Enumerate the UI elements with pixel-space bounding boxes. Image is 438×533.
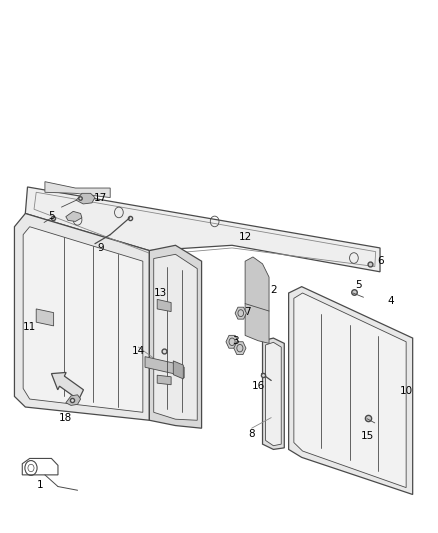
Text: 6: 6: [378, 256, 384, 266]
Polygon shape: [157, 375, 171, 385]
Polygon shape: [25, 187, 380, 272]
Text: 7: 7: [244, 306, 251, 317]
Text: 10: 10: [399, 386, 413, 396]
Polygon shape: [157, 300, 171, 312]
Polygon shape: [154, 254, 197, 420]
Polygon shape: [36, 309, 53, 326]
Text: 9: 9: [97, 243, 104, 253]
Text: 11: 11: [23, 322, 36, 333]
Text: 12: 12: [238, 232, 252, 243]
Text: 17: 17: [94, 192, 107, 203]
Text: 18: 18: [59, 413, 72, 423]
Text: 5: 5: [355, 280, 362, 290]
Polygon shape: [262, 338, 284, 449]
Polygon shape: [234, 342, 246, 354]
Text: 14: 14: [132, 346, 145, 357]
Text: 1: 1: [37, 480, 44, 490]
Text: 15: 15: [360, 431, 374, 441]
FancyArrow shape: [51, 373, 84, 400]
Polygon shape: [45, 182, 110, 198]
Polygon shape: [294, 293, 406, 488]
Text: 3: 3: [232, 336, 239, 346]
Polygon shape: [289, 287, 413, 495]
Polygon shape: [145, 357, 184, 378]
Polygon shape: [265, 342, 281, 446]
Polygon shape: [76, 193, 95, 204]
Text: 4: 4: [388, 296, 394, 306]
Polygon shape: [173, 361, 184, 379]
Text: 13: 13: [154, 288, 167, 298]
Polygon shape: [235, 307, 247, 319]
Polygon shape: [14, 214, 149, 420]
Polygon shape: [245, 257, 269, 343]
Text: 5: 5: [48, 211, 55, 221]
Polygon shape: [226, 335, 238, 348]
Polygon shape: [66, 395, 81, 406]
Polygon shape: [66, 212, 82, 221]
Text: 8: 8: [248, 429, 255, 439]
Text: 2: 2: [270, 285, 277, 295]
Text: 16: 16: [251, 381, 265, 391]
Polygon shape: [23, 227, 143, 413]
Polygon shape: [149, 245, 201, 428]
